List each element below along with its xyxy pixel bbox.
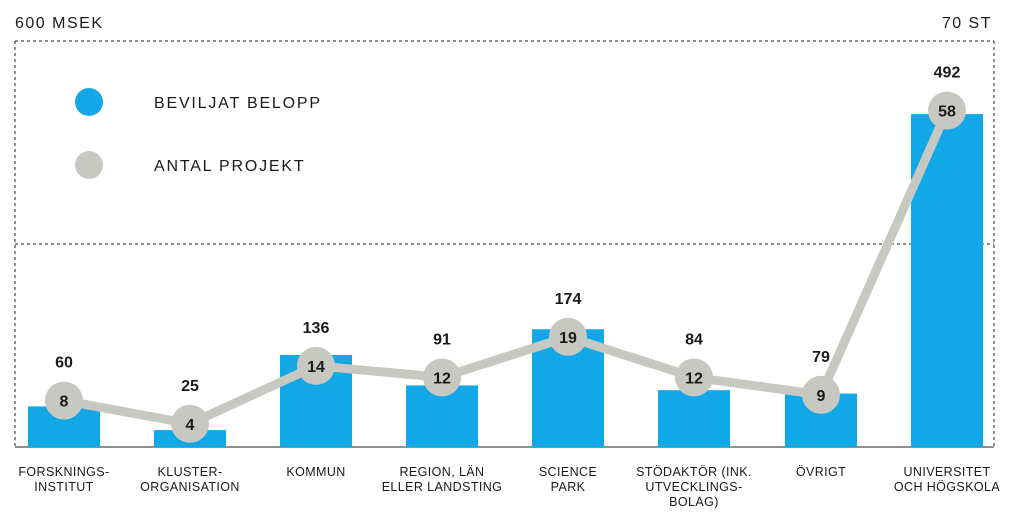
category-label: ORGANISATION — [140, 480, 240, 494]
category-label: OCH HÖGSKOLA — [894, 480, 1000, 494]
bar-value-label: 79 — [812, 349, 830, 366]
count-point — [297, 346, 335, 385]
count-point — [928, 91, 966, 130]
category-label: ELLER LANDSTING — [382, 480, 503, 494]
category-label: KLUSTER- — [157, 465, 222, 479]
count-label: 9 — [817, 388, 826, 405]
left-axis-unit: 600 MSEK — [15, 15, 103, 32]
category-label: UNIVERSITET — [903, 465, 990, 479]
count-label: 58 — [938, 104, 956, 121]
count-series-line — [59, 106, 952, 429]
count-label: 4 — [186, 417, 195, 434]
legend-swatch-bar — [75, 88, 103, 116]
bar-value-label: 174 — [555, 291, 582, 308]
count-label: 12 — [685, 370, 703, 387]
category-label: PARK — [551, 480, 586, 494]
count-point — [171, 404, 209, 443]
count-point — [423, 358, 461, 397]
category-label: ÖVRIGT — [796, 465, 846, 479]
right-axis-unit: 70 ST — [942, 15, 992, 32]
category-label: INSTITUT — [34, 480, 93, 494]
bar-value-label: 25 — [181, 378, 199, 395]
legend-label-line: ANTAL PROJEKT — [154, 158, 305, 175]
count-label: 12 — [433, 370, 451, 387]
bar-value-label: 492 — [934, 65, 961, 82]
count-label: 14 — [307, 359, 325, 376]
bar-value-label: 84 — [685, 331, 703, 348]
count-label: 8 — [60, 394, 69, 411]
bar-value-label: 60 — [55, 355, 73, 372]
count-point — [45, 381, 83, 420]
category-label: SCIENCE — [539, 465, 597, 479]
count-point — [549, 317, 587, 356]
category-label: REGION, LÄN — [400, 465, 485, 479]
count-point — [802, 375, 840, 414]
legend-swatch-line — [75, 151, 103, 179]
category-label: KOMMUN — [286, 465, 345, 479]
legend-label-bar: BEVILJAT BELOPP — [154, 95, 322, 112]
bar-value-label: 136 — [303, 320, 330, 337]
category-label: UTVECKLINGS- — [645, 480, 742, 494]
bar — [658, 390, 730, 447]
category-label: BOLAG) — [669, 495, 719, 509]
bar-value-label: 91 — [433, 331, 451, 348]
category-label: STÖDAKTÖR (INK. — [636, 465, 752, 479]
count-point — [675, 358, 713, 397]
category-label: FORSKNINGS- — [18, 465, 109, 479]
count-label: 19 — [559, 330, 577, 347]
